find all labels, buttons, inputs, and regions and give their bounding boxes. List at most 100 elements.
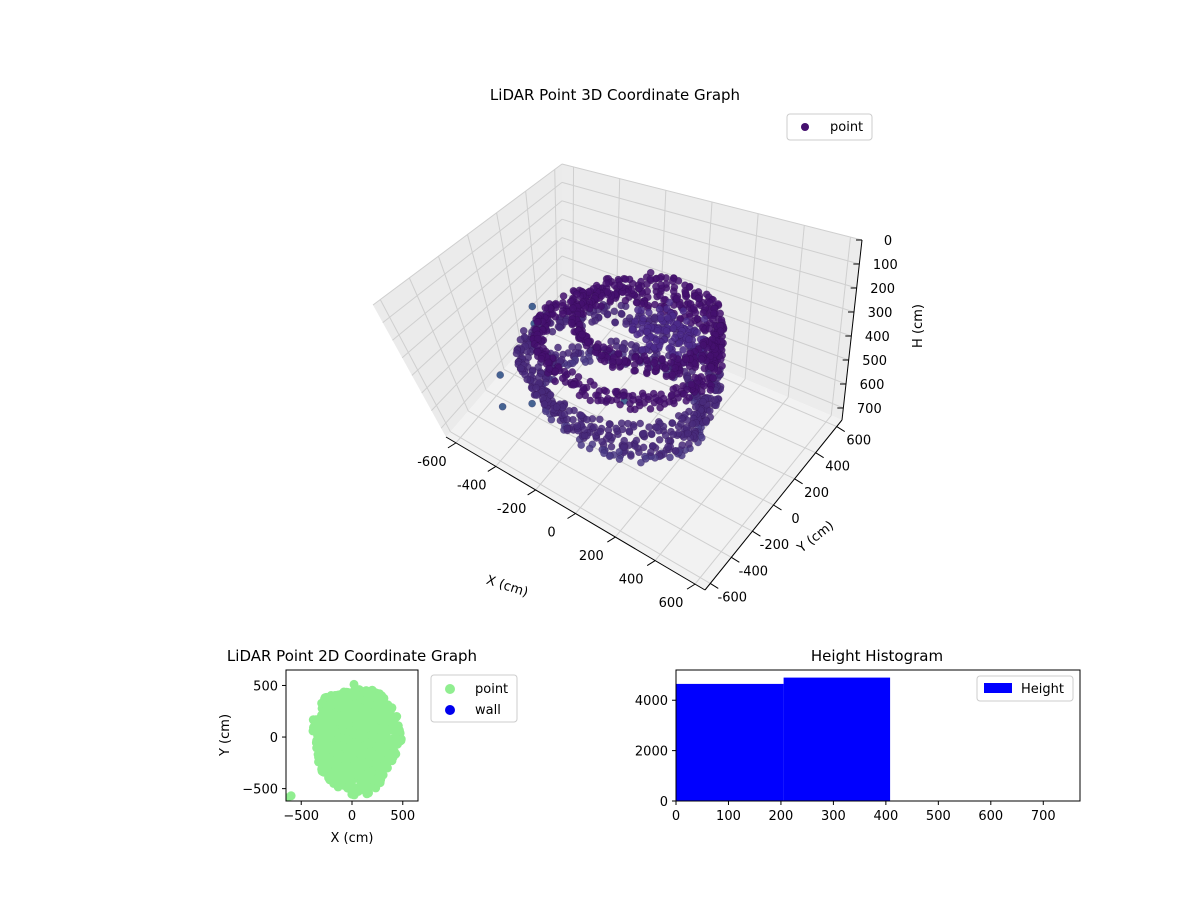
chart-2d-ylabel: Y (cm) (218, 714, 233, 757)
data-point (693, 315, 702, 323)
data-point (612, 342, 621, 350)
chart-3d-xlabel: X (cm) (484, 573, 530, 601)
data-point (600, 357, 609, 366)
data-point (630, 367, 638, 375)
z-tick-label: 700 (857, 402, 882, 417)
data-point (709, 374, 717, 382)
data-point (685, 440, 693, 448)
data-point (700, 364, 709, 373)
data-point (317, 717, 327, 727)
data-point (716, 327, 725, 336)
grid-line-xwall-y (379, 299, 451, 433)
x-tick-label: -200 (497, 502, 527, 517)
data-point (637, 458, 645, 467)
data-point (516, 335, 525, 344)
grid-line-floor-y (450, 431, 711, 584)
x-tick (567, 513, 576, 519)
chart-2d-legend-label-point: point (475, 682, 508, 697)
data-point (604, 431, 613, 440)
data-point (326, 693, 336, 703)
data-point (698, 397, 707, 406)
y-tick-label: -200 (760, 538, 790, 553)
data-point (706, 386, 715, 394)
data-point (612, 424, 620, 433)
data-point (528, 302, 537, 311)
y-tick-label: 2000 (635, 745, 668, 760)
data-point (645, 423, 653, 431)
data-point (691, 373, 699, 382)
histogram-legend: Height (976, 675, 1074, 702)
data-point (340, 700, 350, 709)
data-point (691, 403, 700, 411)
data-point (610, 307, 619, 316)
data-point (631, 344, 640, 352)
data-point (555, 323, 564, 332)
x-tick-label: −500 (283, 809, 319, 824)
data-point (547, 415, 556, 424)
data-point (681, 289, 690, 297)
data-point (347, 766, 357, 776)
chart-3d-zlabel: H (cm) (911, 304, 926, 348)
data-point (676, 330, 685, 339)
data-point (693, 328, 702, 337)
data-point (650, 359, 659, 367)
data-point (673, 294, 681, 303)
data-point (646, 275, 655, 283)
data-point (345, 776, 355, 786)
grid-line-xwall-y (437, 256, 487, 391)
x-tick (447, 442, 457, 449)
data-point (665, 344, 674, 353)
data-point (605, 420, 614, 428)
z-axis-line (841, 239, 863, 421)
y-tick-label: 500 (253, 679, 278, 694)
data-point (629, 396, 638, 404)
data-point (679, 346, 687, 354)
data-point (355, 766, 365, 776)
y-tick (794, 478, 803, 485)
chart-3d-title: LiDAR Point 3D Coordinate Graph (490, 86, 740, 104)
data-point (602, 387, 611, 396)
data-point (615, 447, 624, 456)
x-tick-label: 700 (1031, 809, 1056, 824)
data-point (546, 391, 555, 399)
data-point (653, 423, 661, 432)
data-point (621, 275, 630, 284)
data-point (532, 391, 541, 400)
x-tick-label: 400 (873, 809, 898, 824)
data-point (679, 307, 688, 315)
z-tick-label: 0 (884, 234, 892, 249)
y-tick-label: 400 (825, 460, 850, 475)
x-tick-label: 0 (672, 809, 680, 824)
data-point (619, 392, 627, 400)
data-point (632, 298, 641, 307)
data-point (675, 339, 683, 348)
data-point (671, 363, 680, 372)
data-point (605, 452, 614, 461)
data-point (551, 377, 560, 386)
chart-2d-title: LiDAR Point 2D Coordinate Graph (227, 647, 477, 665)
data-point (625, 427, 634, 435)
grid-line-ywall-x (701, 201, 713, 362)
data-point (663, 313, 672, 322)
data-point (369, 775, 379, 785)
data-point (361, 760, 371, 770)
data-point (357, 713, 367, 723)
grid-line-xwall-y (408, 277, 469, 412)
data-point (534, 363, 543, 371)
data-point (569, 415, 577, 424)
data-point (669, 430, 677, 439)
data-point (568, 343, 576, 351)
data-point (634, 306, 642, 314)
data-point (625, 314, 634, 322)
data-point (664, 442, 672, 451)
data-point (566, 297, 575, 306)
data-point (615, 455, 624, 464)
chart-3d-legend-marker (801, 123, 809, 131)
data-point (364, 699, 374, 709)
data-point (565, 407, 574, 415)
data-point (311, 723, 321, 733)
y-tick-label: 0 (791, 512, 799, 527)
data-point (621, 296, 630, 305)
data-point (496, 371, 505, 379)
